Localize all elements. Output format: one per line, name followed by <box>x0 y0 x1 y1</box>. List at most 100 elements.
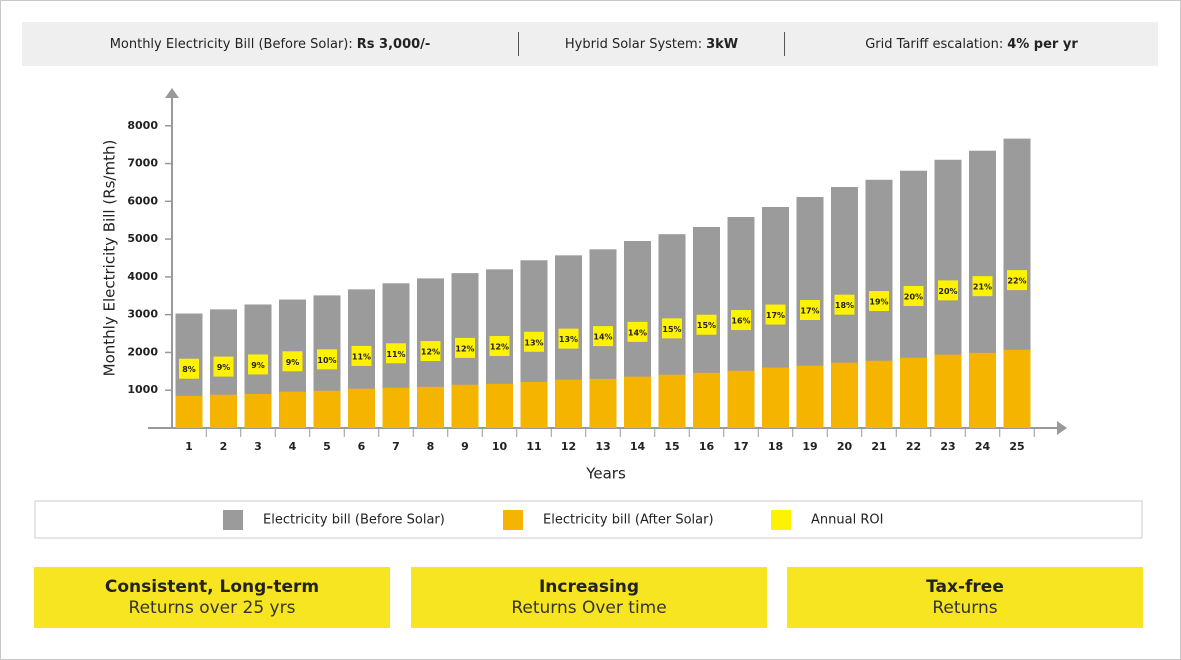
x-tick-label: 19 <box>802 440 817 453</box>
bar-after <box>589 378 617 428</box>
header-item: Hybrid Solar System: 3kW <box>518 32 784 56</box>
bar-after <box>244 394 272 428</box>
roi-label: 8% <box>182 365 196 374</box>
x-tick-label: 11 <box>526 440 541 453</box>
bar-after <box>279 391 306 428</box>
x-tick-label: 24 <box>975 440 991 453</box>
roi-label: 17% <box>800 307 819 316</box>
bar-after <box>175 395 203 428</box>
roi-label: 13% <box>559 335 578 344</box>
roi-badge <box>972 276 993 297</box>
roi-badge <box>938 280 958 301</box>
feature-box: Tax-free Returns <box>787 567 1143 628</box>
header-value: 3kW <box>706 36 739 52</box>
bar-after <box>348 388 375 428</box>
roi-label: 10% <box>317 356 336 365</box>
roi-label: 21% <box>973 283 992 292</box>
roi-label: 9% <box>217 363 231 372</box>
feature-box: Consistent, Long-term Returns over 25 yrs <box>34 567 390 628</box>
feature-subtitle: Returns Over time <box>511 597 667 618</box>
roi-badge <box>593 326 613 347</box>
x-tick-label: 25 <box>1009 440 1024 453</box>
y-tick-label: 3000 <box>127 308 158 321</box>
legend-swatch <box>223 510 243 530</box>
roi-badge <box>524 331 544 352</box>
legend-label: Electricity bill (After Solar) <box>543 513 714 528</box>
x-tick-label: 22 <box>906 440 921 453</box>
roi-badge <box>179 358 199 379</box>
bar-after <box>658 374 686 428</box>
bar-after <box>451 384 479 428</box>
roi-label: 17% <box>766 311 785 320</box>
roi-badge <box>455 337 475 358</box>
bar-after <box>831 362 858 428</box>
bar-after <box>900 357 927 428</box>
roi-badge <box>386 343 406 364</box>
legend-box <box>34 500 1143 539</box>
bar-after <box>555 379 582 428</box>
roi-badge <box>696 314 717 335</box>
x-tick-label: 20 <box>837 440 853 453</box>
y-axis-label: Monthly Electricity Bill (Rs/mth) <box>101 140 119 377</box>
roi-badge <box>317 349 337 370</box>
roi-label: 9% <box>286 358 300 367</box>
feature-subtitle: Returns <box>932 597 998 618</box>
x-tick-label: 1 <box>185 440 193 453</box>
roi-label: 19% <box>869 298 888 307</box>
legend-swatch <box>503 510 523 530</box>
y-tick-label: 1000 <box>127 383 158 396</box>
legend-label: Annual ROI <box>811 513 883 528</box>
x-tick-label: 17 <box>733 440 748 453</box>
bar-after <box>762 367 789 428</box>
x-tick-label: 14 <box>630 440 646 453</box>
bar-after <box>865 360 893 428</box>
roi-badge <box>662 318 682 339</box>
bar-after <box>693 372 720 428</box>
legend-swatch <box>771 510 791 530</box>
header-label: Hybrid Solar System: <box>564 36 703 52</box>
y-tick-label: 2000 <box>127 345 158 358</box>
x-axis-arrow <box>1057 421 1067 435</box>
roi-label: 9% <box>251 361 265 370</box>
roi-badge <box>282 351 303 372</box>
x-tick-label: 18 <box>768 440 783 453</box>
y-axis-arrow <box>165 88 179 98</box>
roi-badge <box>351 345 372 366</box>
x-tick-label: 6 <box>358 440 366 453</box>
header-value: Rs 3,000/- <box>356 36 431 52</box>
roi-label: 16% <box>731 317 750 326</box>
roi-badge <box>903 286 924 307</box>
x-axis-label: Years <box>585 465 626 483</box>
feature-box: Increasing Returns Over time <box>411 567 767 628</box>
feature-title: Tax-free <box>926 576 1004 597</box>
bar-after <box>417 386 444 428</box>
roi-badge <box>869 291 889 312</box>
roi-label: 22% <box>1007 277 1026 286</box>
roi-label: 15% <box>662 325 681 334</box>
x-tick-label: 2 <box>220 440 228 453</box>
feature-title: Increasing <box>538 576 640 597</box>
roi-badge <box>765 304 786 325</box>
roi-badge <box>834 294 855 315</box>
bar-after <box>934 354 962 428</box>
bar-after <box>382 387 410 428</box>
feature-subtitle: Returns over 25 yrs <box>128 597 296 618</box>
header-label: Monthly Electricity Bill (Before Solar): <box>109 36 353 52</box>
roi-label: 12% <box>455 344 474 353</box>
roi-label: 11% <box>352 352 371 361</box>
x-tick-label: 3 <box>254 440 262 453</box>
roi-label: 15% <box>697 321 716 330</box>
roi-badge <box>248 354 268 375</box>
bar-after <box>969 352 996 428</box>
y-tick-label: 6000 <box>127 194 158 207</box>
header-item: Monthly Electricity Bill (Before Solar):… <box>22 32 518 56</box>
header-item: Grid Tariff escalation: 4% per yr <box>784 32 1158 56</box>
roi-label: 18% <box>835 301 854 310</box>
roi-badge <box>420 341 441 362</box>
x-tick-label: 12 <box>561 440 576 453</box>
roi-label: 13% <box>524 338 543 347</box>
roi-badge <box>1007 270 1027 291</box>
header-bar: Monthly Electricity Bill (Before Solar):… <box>22 22 1158 66</box>
x-tick-label: 16 <box>699 440 715 453</box>
x-tick-label: 23 <box>940 440 955 453</box>
